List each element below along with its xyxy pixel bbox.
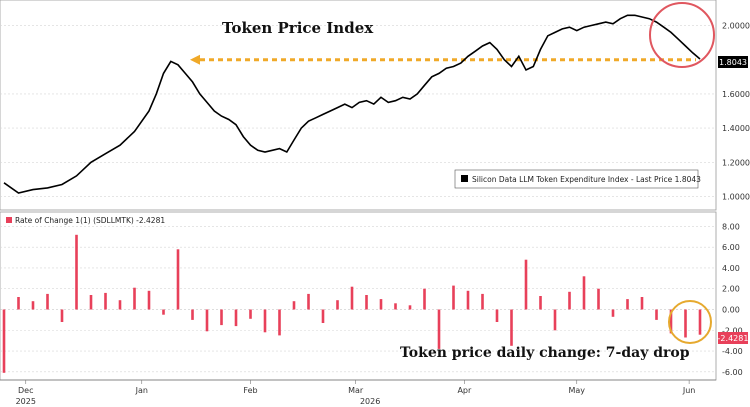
roc-bar	[263, 309, 267, 333]
bottom-panel-frame	[0, 211, 717, 381]
roc-bar	[611, 309, 615, 317]
x-month-label: Apr	[457, 386, 472, 395]
peak-highlight-circle	[649, 2, 715, 68]
last-roc-badge: -2.4281	[718, 332, 749, 344]
top-y-tick-label: 1.2000	[722, 158, 750, 167]
top-legend: Silicon Data LLM Token Expenditure Index…	[454, 169, 701, 189]
bottom-y-tick-label: 4.00	[722, 264, 740, 273]
roc-bar	[336, 300, 339, 310]
roc-bar	[31, 301, 35, 310]
roc-bar	[423, 288, 426, 310]
roc-bar	[379, 299, 383, 310]
roc-bar	[408, 305, 412, 310]
roc-bar	[147, 290, 151, 310]
bottom-y-axis: 8.00 6.00 4.00 2.00 0.00 -2.00 -4.00 -6.00	[722, 222, 743, 376]
roc-bar	[89, 295, 93, 310]
last-price-badge: 1.8043	[718, 56, 748, 68]
drop-highlight-circle	[668, 300, 712, 344]
roc-bar	[669, 309, 673, 334]
bottom-legend-swatch	[6, 217, 12, 223]
x-month-label: May	[568, 386, 585, 395]
last-price-badge-text: 1.8043	[719, 58, 747, 67]
top-y-tick-label: 1.0000	[722, 192, 750, 201]
roc-bar	[162, 309, 165, 315]
x-month-label: Jun	[682, 386, 696, 395]
x-month-label: Feb	[243, 386, 257, 395]
top-legend-text: Silicon Data LLM Token Expenditure Index…	[472, 175, 701, 184]
x-axis-labels: Dec Jan Feb Mar Apr May Jun 2025 2026	[16, 380, 696, 406]
roc-bar	[321, 309, 325, 323]
roc-bar	[176, 249, 180, 310]
bottom-gridlines	[0, 226, 716, 373]
roc-bar	[191, 309, 194, 320]
x-year-label: 2026	[360, 397, 380, 406]
bottom-y-tick-label: 2.00	[722, 285, 740, 294]
x-year-label: 2025	[16, 397, 36, 406]
roc-bar	[278, 309, 281, 336]
roc-bar	[394, 303, 397, 310]
bottom-y-tick-label: 0.00	[722, 305, 740, 314]
bottom-legend: Rate of Change 1(1) (SDLLMTK) -2.4281	[6, 216, 165, 225]
roc-bar	[205, 309, 209, 332]
roc-bar	[17, 297, 20, 310]
roc-bar	[307, 293, 310, 310]
roc-bar	[437, 309, 441, 349]
roc-bar	[481, 293, 484, 310]
roc-bar	[684, 309, 687, 338]
reference-arrow-head	[190, 54, 200, 65]
top-y-tick-label: 2.0000	[722, 22, 750, 31]
roc-bar	[495, 309, 499, 322]
roc-bar	[452, 285, 455, 310]
roc-bar	[234, 309, 238, 327]
last-roc-badge-text: -2.4281	[718, 334, 749, 343]
top-chart-title: Token Price Index	[222, 19, 374, 37]
roc-bar	[365, 295, 368, 310]
bottom-y-tick-label: -4.00	[722, 347, 743, 356]
last-price-badge-bg	[718, 56, 748, 68]
bottom-y-tick-label: -2.00	[722, 326, 743, 335]
roc-bar	[2, 309, 6, 373]
roc-bar	[640, 297, 644, 310]
top-y-axis: 1.0000 1.2000 1.4000 1.6000 2.0000	[722, 22, 750, 202]
bottom-y-tick-label: -6.00	[722, 368, 743, 377]
bottom-y-tick-label: 8.00	[722, 222, 740, 231]
roc-bar	[75, 234, 78, 310]
roc-bar	[568, 291, 571, 310]
roc-bar	[582, 276, 586, 310]
x-month-label: Jan	[135, 386, 148, 395]
last-roc-badge-bg	[718, 332, 748, 344]
roc-bar	[466, 290, 470, 310]
roc-bar	[510, 309, 513, 346]
price-line-series	[3, 14, 701, 194]
roc-bar	[249, 309, 252, 319]
roc-bar	[524, 259, 528, 310]
roc-bar	[655, 309, 658, 320]
roc-bar	[626, 299, 629, 310]
roc-bar	[292, 301, 296, 310]
x-month-label: Mar	[348, 386, 364, 395]
top-legend-box	[454, 169, 699, 189]
bottom-chart-title: Token price daily change: 7-day drop	[400, 345, 690, 361]
top-legend-swatch	[461, 175, 468, 182]
top-gridlines	[0, 25, 716, 197]
roc-bar	[350, 286, 354, 310]
roc-bar	[539, 296, 542, 310]
roc-bar	[597, 288, 600, 310]
bottom-y-tick-label: 6.00	[722, 243, 740, 252]
roc-bar	[46, 293, 49, 310]
roc-bar	[553, 309, 557, 331]
roc-bar	[60, 309, 64, 322]
roc-bars	[2, 234, 702, 373]
roc-bar	[133, 287, 136, 310]
roc-bar	[118, 300, 122, 310]
top-y-tick-label: 1.4000	[722, 124, 750, 133]
top-y-tick-label: 1.6000	[722, 90, 750, 99]
x-month-label: Dec	[18, 386, 33, 395]
bottom-legend-text: Rate of Change 1(1) (SDLLMTK) -2.4281	[15, 216, 165, 225]
roc-bar	[698, 309, 702, 335]
roc-bar	[220, 309, 223, 326]
roc-bar	[104, 292, 107, 310]
